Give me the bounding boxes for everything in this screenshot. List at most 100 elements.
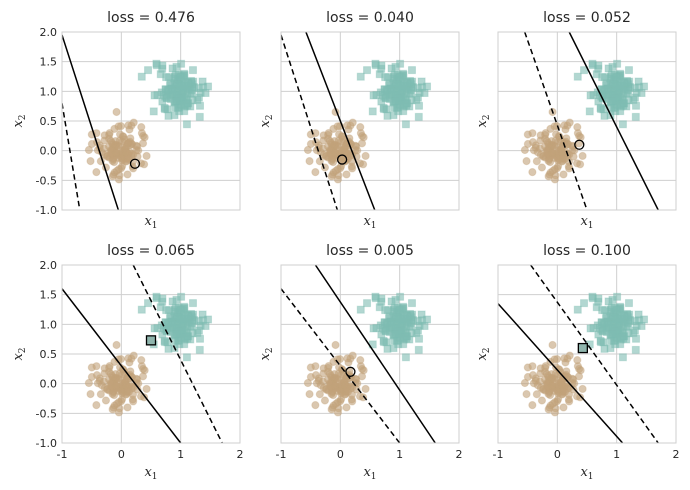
scatter-point-class-1 <box>396 59 405 68</box>
data-layer <box>281 265 436 443</box>
scatter-point-class-1 <box>153 90 162 99</box>
scatter-point-class-0 <box>138 139 148 148</box>
scatter-point-class-0 <box>110 124 119 134</box>
scatter-point-class-1 <box>180 81 189 90</box>
subplot-title: loss = 0.005 <box>326 243 414 259</box>
y-tick-label: -0.5 <box>36 407 57 420</box>
scatter-point-class-0 <box>348 118 357 127</box>
scatter-point-class-1 <box>371 292 380 301</box>
scatter-point-class-0 <box>305 157 314 166</box>
scatter-point-class-1 <box>363 66 372 75</box>
scatter-point-class-0 <box>123 170 132 179</box>
scatter-point-class-1 <box>589 90 598 99</box>
x-tick-label: 1 <box>396 448 403 461</box>
x-axis-label: x1 <box>580 214 593 231</box>
scatter-point-class-0 <box>123 139 132 148</box>
previous-boundary-line <box>281 34 339 210</box>
scatter-point-class-0 <box>142 151 151 161</box>
scatter-point-class-0 <box>532 157 541 166</box>
scatter-point-class-0 <box>572 159 582 168</box>
scatter-point-class-0 <box>574 372 584 381</box>
scatter-point-class-1 <box>618 353 627 362</box>
scatter-point-class-1 <box>188 319 197 328</box>
scatter-point-class-0 <box>87 372 96 382</box>
scatter-point-class-0 <box>533 148 542 157</box>
previous-boundary-line <box>132 265 223 443</box>
scatter-point-class-1 <box>624 86 633 95</box>
scatter-point-class-0 <box>92 168 101 177</box>
subplot-title: loss = 0.052 <box>543 10 631 26</box>
scatter-point-class-0 <box>129 351 138 360</box>
scatter-point-class-0 <box>548 340 557 350</box>
scatter-point-class-0 <box>138 372 148 381</box>
scatter-point-class-0 <box>305 390 314 399</box>
scatter-point-class-1 <box>188 86 197 95</box>
scatter-point-class-1 <box>608 97 617 106</box>
scatter-point-class-1 <box>196 101 205 110</box>
x-tick-label: 2 <box>673 448 680 461</box>
subplot-title: loss = 0.476 <box>107 10 195 26</box>
decision-boundary-line <box>62 34 120 210</box>
scatter-point-class-0 <box>348 351 357 360</box>
previous-boundary-line <box>530 265 659 443</box>
scatter-point-class-1 <box>160 103 169 112</box>
scatter-point-class-0 <box>326 149 335 159</box>
scatter-point-class-0 <box>342 170 351 179</box>
scatter-point-class-0 <box>311 168 320 177</box>
scatter-point-class-1 <box>201 321 210 330</box>
decision-boundary-line <box>568 32 659 210</box>
scatter-point-class-1 <box>609 103 618 112</box>
scatter-point-class-1 <box>573 305 582 314</box>
scatter-point-class-0 <box>573 129 583 138</box>
axes-frame <box>280 264 460 444</box>
scatter-point-class-0 <box>96 390 105 399</box>
scatter-point-class-0 <box>112 340 121 350</box>
scatter-point-class-0 <box>546 124 555 134</box>
subplot-6: loss = 0.100 -1 0 1 2 x1 x2 <box>475 243 680 482</box>
scatter-point-class-1 <box>371 59 380 68</box>
scatter-point-class-1 <box>195 345 204 354</box>
scatter-point-class-1 <box>392 103 401 112</box>
scatter-point-class-1 <box>162 306 171 315</box>
x-axis-label: x1 <box>363 465 376 482</box>
scatter-point-class-0 <box>320 396 330 405</box>
scatter-point-class-0 <box>356 129 366 138</box>
scatter-point-class-1 <box>363 299 372 308</box>
scatter-point-class-0 <box>361 384 370 394</box>
scatter-point-class-1 <box>144 66 153 75</box>
scatter-point-class-1 <box>616 69 625 78</box>
scatter-point-class-0 <box>116 122 126 131</box>
y-tick-label: 1.0 <box>40 318 58 331</box>
x-tick-label: -1 <box>493 448 504 461</box>
scatter-point-class-1 <box>417 77 426 86</box>
scatter-point-class-0 <box>316 381 325 390</box>
scatter-point-class-1 <box>188 299 197 308</box>
scatter-point-class-0 <box>129 150 138 159</box>
scatter-point-class-1 <box>182 120 191 129</box>
scatter-point-class-1 <box>152 292 161 301</box>
scatter-point-class-1 <box>381 73 390 82</box>
scatter-point-class-0 <box>523 363 532 372</box>
highlighted-sample <box>336 154 348 165</box>
subplot-1: loss = 0.476 -1.0 -0.5 0.0 0.5 1.0 1.5 2.0 x1 x2 <box>11 10 241 231</box>
scatter-point-class-0 <box>311 401 320 410</box>
scatter-point-class-0 <box>357 139 367 148</box>
scatter-point-class-0 <box>550 164 560 174</box>
scatter-point-class-1 <box>420 88 429 97</box>
scatter-point-class-1 <box>381 306 390 315</box>
scatter-point-class-1 <box>372 90 381 99</box>
scatter-point-class-0 <box>123 403 132 412</box>
scatter-point-class-0 <box>329 357 338 367</box>
scatter-point-class-1 <box>168 87 177 96</box>
previous-boundary-line <box>62 103 81 210</box>
decision-boundary-line <box>498 303 624 443</box>
y-axis-label: x2 <box>258 114 275 127</box>
scatter-point-class-1 <box>399 69 408 78</box>
scatter-point-class-1 <box>160 336 169 345</box>
scatter-point-class-0 <box>84 145 93 155</box>
scatter-point-class-1 <box>387 320 396 329</box>
decision-boundary-line <box>305 32 376 210</box>
scatter-point-class-1 <box>624 299 633 308</box>
scatter-point-class-1 <box>137 305 146 314</box>
decision-boundary-line <box>314 265 436 443</box>
